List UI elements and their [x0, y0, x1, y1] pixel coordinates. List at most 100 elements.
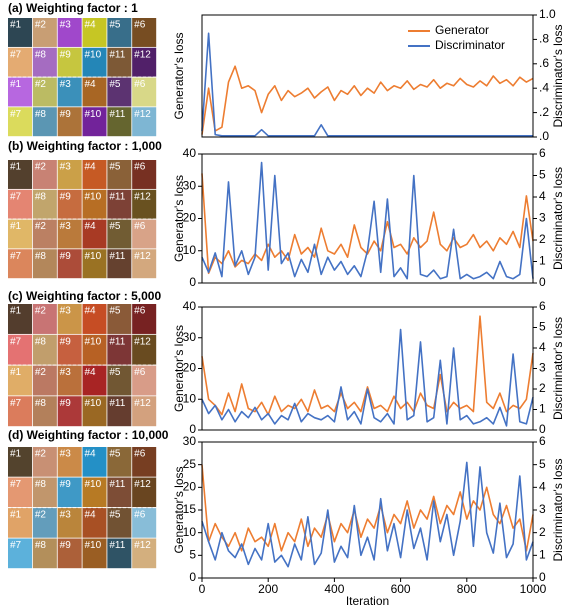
tile-label: #8: [35, 109, 47, 120]
tile-label: #1: [10, 79, 22, 90]
x-axis-label: Iteration: [346, 594, 389, 607]
tile-label: #3: [60, 510, 72, 521]
y2-tick-label: 6: [539, 299, 546, 313]
y2-tick-label: 2: [539, 381, 546, 395]
tile-label: #3: [60, 449, 72, 460]
tile-label: #2: [35, 221, 47, 232]
tile-label: #7: [10, 49, 22, 60]
y2-axis-label: Discriminator's loss: [551, 167, 565, 270]
series-line: [202, 330, 533, 426]
y2-tick-label: 2: [539, 525, 546, 539]
y-axis-label: Generator's loss: [172, 33, 186, 120]
tile-label: #10: [85, 49, 102, 60]
series-line: [202, 316, 533, 414]
tile-label: #3: [60, 20, 72, 31]
y-axis-label: Generator's loss: [172, 325, 186, 412]
y2-tick-label: 1: [539, 548, 546, 562]
y2-tick-label: 1.0: [539, 7, 556, 21]
y2-tick-label: 4: [539, 340, 546, 354]
tile-label: #9: [60, 479, 72, 490]
legend-label: Discriminator: [435, 38, 505, 52]
tile-label: #7: [10, 479, 22, 490]
tile-label: #12: [134, 49, 151, 60]
tile-label: #10: [85, 540, 102, 551]
y2-tick-label: .2: [539, 105, 549, 119]
x-tick-label: 600: [391, 582, 411, 596]
y2-tick-label: 4: [539, 189, 546, 203]
y2-tick-label: 3: [539, 502, 546, 516]
y2-tick-label: 1: [539, 254, 546, 268]
tile-label: #6: [134, 79, 146, 90]
tile-label: #7: [10, 398, 22, 409]
series-line: [202, 173, 533, 273]
tile-label: #7: [10, 251, 22, 262]
y2-tick-label: .0: [539, 129, 549, 143]
tile-label: #8: [35, 479, 47, 490]
tile-label: #2: [35, 20, 47, 31]
tile-label: #7: [10, 336, 22, 347]
tile-label: #9: [60, 540, 72, 551]
tile-label: #10: [85, 336, 102, 347]
panel-title: (b) Weighting factor : 1,000: [8, 139, 162, 153]
y2-tick-label: 3: [539, 361, 546, 375]
tile-label: #6: [134, 367, 146, 378]
y2-tick-label: 5: [539, 168, 546, 182]
tile-label: #5: [109, 449, 121, 460]
x-tick-label: 0: [199, 582, 206, 596]
tile-label: #8: [35, 251, 47, 262]
tile-label: #4: [85, 162, 97, 173]
tile-label: #9: [60, 336, 72, 347]
tile-label: #9: [60, 49, 72, 60]
tile-label: #9: [60, 251, 72, 262]
tile-label: #10: [85, 398, 102, 409]
series-line: [202, 462, 533, 566]
tile-label: #10: [85, 191, 102, 202]
tile-label: #10: [85, 479, 102, 490]
tile-label: #9: [60, 398, 72, 409]
tile-label: #4: [85, 510, 97, 521]
tile-label: #10: [85, 109, 102, 120]
tile-label: #3: [60, 162, 72, 173]
tile-label: #2: [35, 162, 47, 173]
tile-label: #11: [109, 540, 125, 551]
y-tick-label: 40: [183, 299, 197, 313]
x-tick-label: 1000: [520, 582, 547, 596]
tile-label: #11: [109, 109, 125, 120]
y2-tick-label: 5: [539, 457, 546, 471]
y2-tick-label: 5: [539, 320, 546, 334]
tile-label: #7: [10, 540, 22, 551]
tile-label: #1: [10, 306, 22, 317]
series-line: [202, 163, 533, 279]
tile-label: #5: [109, 367, 121, 378]
tile-label: #12: [134, 398, 151, 409]
tile-label: #1: [10, 510, 22, 521]
tile-label: #11: [109, 336, 125, 347]
tile-label: #7: [10, 191, 22, 202]
tile-label: #8: [35, 398, 47, 409]
tile-label: #5: [109, 306, 121, 317]
tile-label: #12: [134, 479, 151, 490]
tile-label: #4: [85, 20, 97, 31]
y2-tick-label: 0: [539, 275, 546, 289]
tile-label: #6: [134, 306, 146, 317]
panel-title: (c) Weighting factor : 5,000: [8, 289, 161, 303]
legend-label: Generator: [435, 23, 489, 37]
tile-label: #2: [35, 306, 47, 317]
tile-label: #9: [60, 109, 72, 120]
tile-label: #4: [85, 221, 97, 232]
tile-label: #2: [35, 79, 47, 90]
tile-label: #12: [134, 251, 151, 262]
x-tick-label: 800: [457, 582, 477, 596]
tile-label: #4: [85, 449, 97, 460]
tile-label: #1: [10, 367, 22, 378]
tile-label: #11: [109, 191, 125, 202]
tile-label: #3: [60, 79, 72, 90]
tile-label: #11: [109, 251, 125, 262]
tile-label: #12: [134, 336, 151, 347]
figure: (a) Weighting factor : 1 #1 #2 #3 #4 #5 #6 #7 #8…: [0, 0, 569, 607]
panel-title: (a) Weighting factor : 1: [8, 1, 138, 15]
y2-tick-label: .6: [539, 56, 549, 70]
panel-title: (d) Weighting factor : 10,000: [8, 428, 169, 442]
tile-label: #11: [109, 49, 125, 60]
y2-axis-label: Discriminator's loss: [551, 25, 565, 128]
